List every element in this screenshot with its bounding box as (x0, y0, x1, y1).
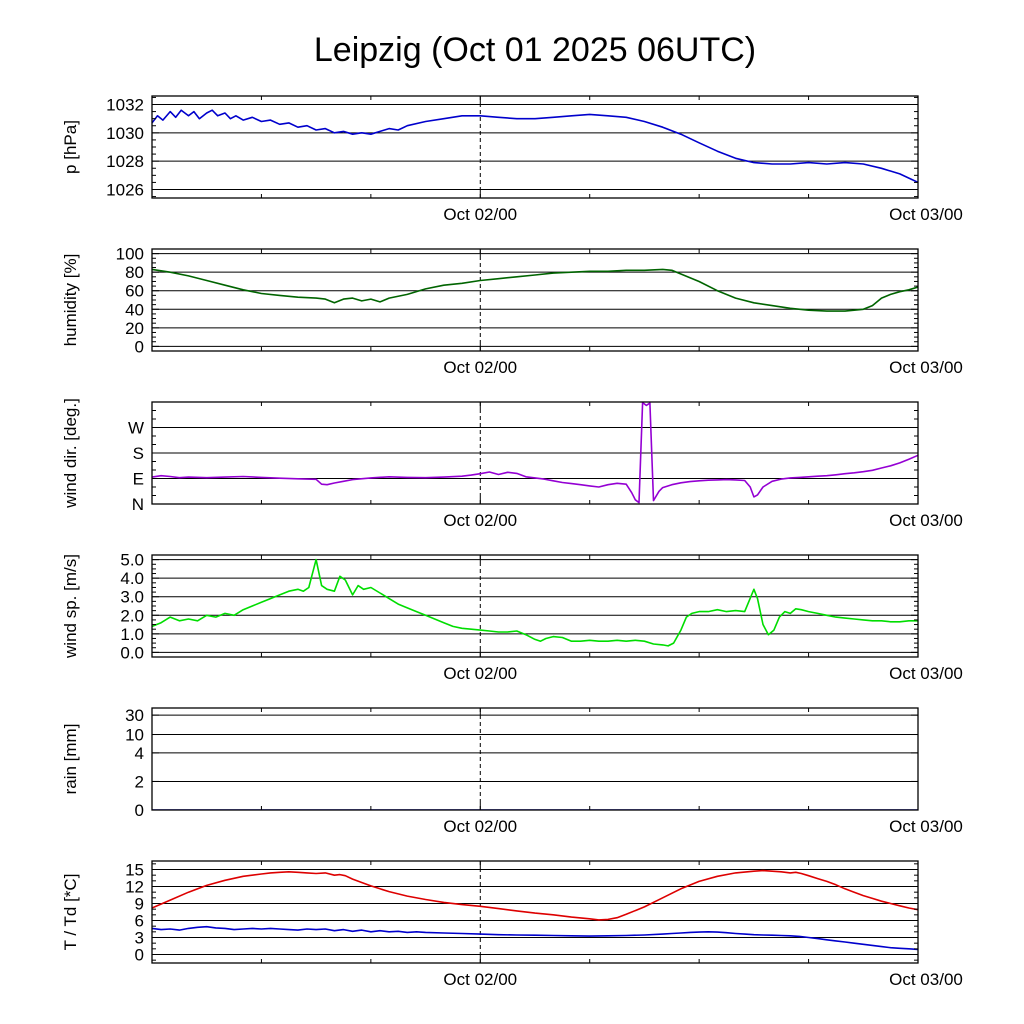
ytick-label: 1026 (106, 181, 144, 200)
ytick-label: 0.0 (120, 643, 144, 662)
ytick-label: 2 (135, 772, 144, 791)
ytick-label: 6 (135, 912, 144, 931)
ytick-label: 3.0 (120, 588, 144, 607)
ytick-label: 4.0 (120, 569, 144, 588)
ytick-label: 3 (135, 929, 144, 948)
x-ticks (260, 402, 919, 504)
ytick-label: 1.0 (120, 625, 144, 644)
xtick-label: Oct 02/00 (443, 205, 517, 224)
plot-border (151, 554, 919, 658)
series-dewpoint-line (152, 925, 918, 951)
ytick-label: 100 (116, 245, 144, 264)
x-ticks (260, 861, 919, 963)
series-group (152, 402, 918, 504)
xtick-label: Oct 03/00 (889, 511, 963, 530)
y-axis-title: rain [mm] (61, 724, 80, 795)
ytick-label: W (128, 419, 144, 438)
x-ticks (260, 249, 919, 351)
series-wind-speed-line (152, 558, 918, 647)
gridlines (152, 714, 918, 782)
xtick-label: Oct 02/00 (443, 511, 517, 530)
y-axis-title: humidity [%] (61, 254, 80, 347)
ytick-label: E (133, 470, 144, 489)
x-ticks (260, 96, 919, 198)
ytick-label: 1032 (106, 96, 144, 115)
y-ticks (152, 863, 918, 961)
y-ticks (152, 714, 918, 811)
ytick-label: 20 (125, 319, 144, 338)
chart-title: Leipzig (Oct 01 2025 06UTC) (313, 31, 757, 69)
ytick-label: 40 (125, 300, 144, 319)
y-axis-title: wind dir. [deg.] (61, 398, 80, 509)
ytick-label: 10 (125, 726, 144, 745)
gridlines (152, 869, 918, 955)
ytick-label: S (133, 444, 144, 463)
series-pressure-line (152, 109, 918, 184)
series-wind-direction-line (152, 402, 918, 504)
ytick-label: 12 (125, 878, 144, 897)
plot-border (151, 860, 919, 964)
xtick-label: Oct 02/00 (443, 664, 517, 683)
xtick-label: Oct 02/00 (443, 970, 517, 989)
ytick-label: 0 (135, 337, 144, 356)
panel-wind-speed-chart: 0.01.02.03.04.05.0 Oct 02/00 Oct 03/00 wind… (61, 551, 963, 683)
series-group (152, 558, 918, 647)
y-axis-title: wind sp. [m/s] (61, 554, 80, 659)
plot-border (151, 95, 919, 199)
series-group (152, 268, 918, 312)
ytick-label: 9 (135, 895, 144, 914)
panel-pressure-chart: 1026 1028 1030 1032 Oct 02/00 Oct 03/00 p [hPa… (61, 95, 963, 224)
xtick-label: Oct 02/00 (443, 358, 517, 377)
gridlines (152, 253, 918, 347)
gridlines (152, 559, 918, 653)
ytick-label: 30 (125, 706, 144, 725)
ytick-label: 0 (135, 946, 144, 965)
panels-container: 1026 1028 1030 1032 Oct 02/00 Oct 03/00 p [hPa… (0, 92, 1024, 1010)
xtick-label: Oct 02/00 (443, 817, 517, 836)
y-ticks (152, 96, 918, 198)
ytick-label: 60 (125, 282, 144, 301)
xtick-label: Oct 03/00 (889, 358, 963, 377)
ytick-label: 15 (125, 861, 144, 880)
ytick-label: 4 (135, 744, 144, 763)
plot-border (151, 707, 919, 811)
xtick-label: Oct 03/00 (889, 970, 963, 989)
y-ticks (152, 253, 918, 347)
x-ticks (260, 708, 919, 810)
x-ticks (260, 555, 919, 657)
series-group (152, 109, 918, 184)
ytick-label: 80 (125, 263, 144, 282)
series-temperature-line (152, 869, 918, 921)
gridlines (152, 104, 918, 190)
y-axis-title: p [hPa] (61, 120, 80, 174)
series-humidity-line (152, 268, 918, 312)
plot-border (151, 248, 919, 352)
y-ticks (152, 410, 918, 505)
ytick-label: 0 (135, 801, 144, 820)
xtick-label: Oct 03/00 (889, 664, 963, 683)
series-group (152, 869, 918, 951)
ytick-label: 2.0 (120, 606, 144, 625)
xtick-label: Oct 03/00 (889, 817, 963, 836)
y-axis-title: T / Td [*C] (61, 874, 80, 951)
y-ticks (152, 559, 918, 653)
gridlines (152, 427, 918, 479)
xtick-label: Oct 03/00 (889, 205, 963, 224)
ytick-label: 5.0 (120, 551, 144, 570)
ytick-label: 1030 (106, 124, 144, 143)
ytick-label: N (132, 495, 144, 514)
ytick-label: 1028 (106, 152, 144, 171)
